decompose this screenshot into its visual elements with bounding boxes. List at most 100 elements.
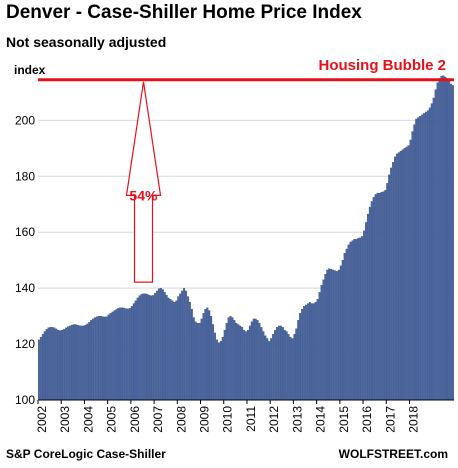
bar [440,76,443,401]
bar [78,325,81,401]
bar [55,328,58,401]
bar [425,111,427,401]
bar [67,326,69,401]
bar [401,149,404,401]
x-tick-label: 2015 [337,406,351,433]
bar [157,288,160,401]
bar [150,295,153,401]
bar [320,285,323,401]
bar [171,300,174,401]
bar [318,292,321,401]
bar [190,308,193,401]
bar [99,315,102,401]
bar [82,325,85,401]
bar [175,300,178,401]
bar [128,308,131,401]
bar [343,253,346,401]
bar [144,293,147,401]
chart-title: Denver - Case-Shiller Home Price Index [6,2,362,23]
bar [165,295,168,401]
bar [41,334,44,401]
x-tick-label: 2006 [128,406,142,433]
bar [53,327,56,401]
bar [225,322,228,401]
bar [80,325,83,401]
bar [397,152,400,401]
bar [154,293,157,401]
bar [310,303,313,401]
y-tick-label: 120 [15,337,35,351]
bar [450,83,453,401]
x-tick-label: 2009 [198,406,212,433]
bar [423,113,425,401]
bar [434,89,437,401]
bar [426,110,429,401]
y-axis: 100 120 140 160 180 200 index [14,63,46,407]
bar [390,167,393,401]
bar [370,201,373,401]
bar [417,117,420,401]
bar [392,162,394,401]
bar [442,75,445,401]
bar [86,323,89,401]
bar [328,268,331,401]
bar [306,303,309,401]
bar [119,307,122,401]
bar [287,334,290,401]
bar [322,279,325,401]
bar [130,306,133,401]
bar [235,322,238,401]
bar [384,190,387,401]
bar [316,299,319,401]
bar [281,327,284,401]
bar [231,317,234,401]
bar [105,316,108,401]
bar [258,322,261,401]
bar [299,313,302,401]
bar [248,325,251,401]
bar [223,329,226,401]
bar [196,322,199,401]
bar [421,114,424,401]
x-tick-label: 2012 [267,406,281,433]
bar [140,294,143,401]
bar [357,238,360,401]
bar [277,325,280,401]
bar [210,315,213,401]
bar [239,325,242,401]
bar [63,329,66,401]
bar [185,290,187,401]
bar [399,150,402,401]
bar [217,342,220,401]
bar [285,331,288,401]
bar [96,316,98,401]
bar [337,269,340,401]
bar [117,308,120,401]
bar [229,315,232,401]
bar [361,236,364,401]
bar [252,318,255,401]
bar [405,146,408,401]
bar [136,297,139,401]
bar [411,131,414,401]
x-tick-label: 2013 [290,406,304,433]
bar [76,324,79,401]
bar [272,334,275,401]
bar [61,329,64,401]
bar [291,338,294,401]
bar [103,316,106,401]
bar [181,290,184,401]
bar [276,327,278,401]
bar [341,260,344,401]
bar [65,327,67,401]
y-tick-label: 180 [15,169,35,183]
bar [47,327,50,401]
bar [372,197,375,401]
x-tick-label: 2010 [221,406,235,433]
bar [289,336,292,401]
x-tick-label: 2003 [58,406,72,433]
bar [264,335,267,401]
bar [374,194,377,401]
bar [208,310,211,401]
